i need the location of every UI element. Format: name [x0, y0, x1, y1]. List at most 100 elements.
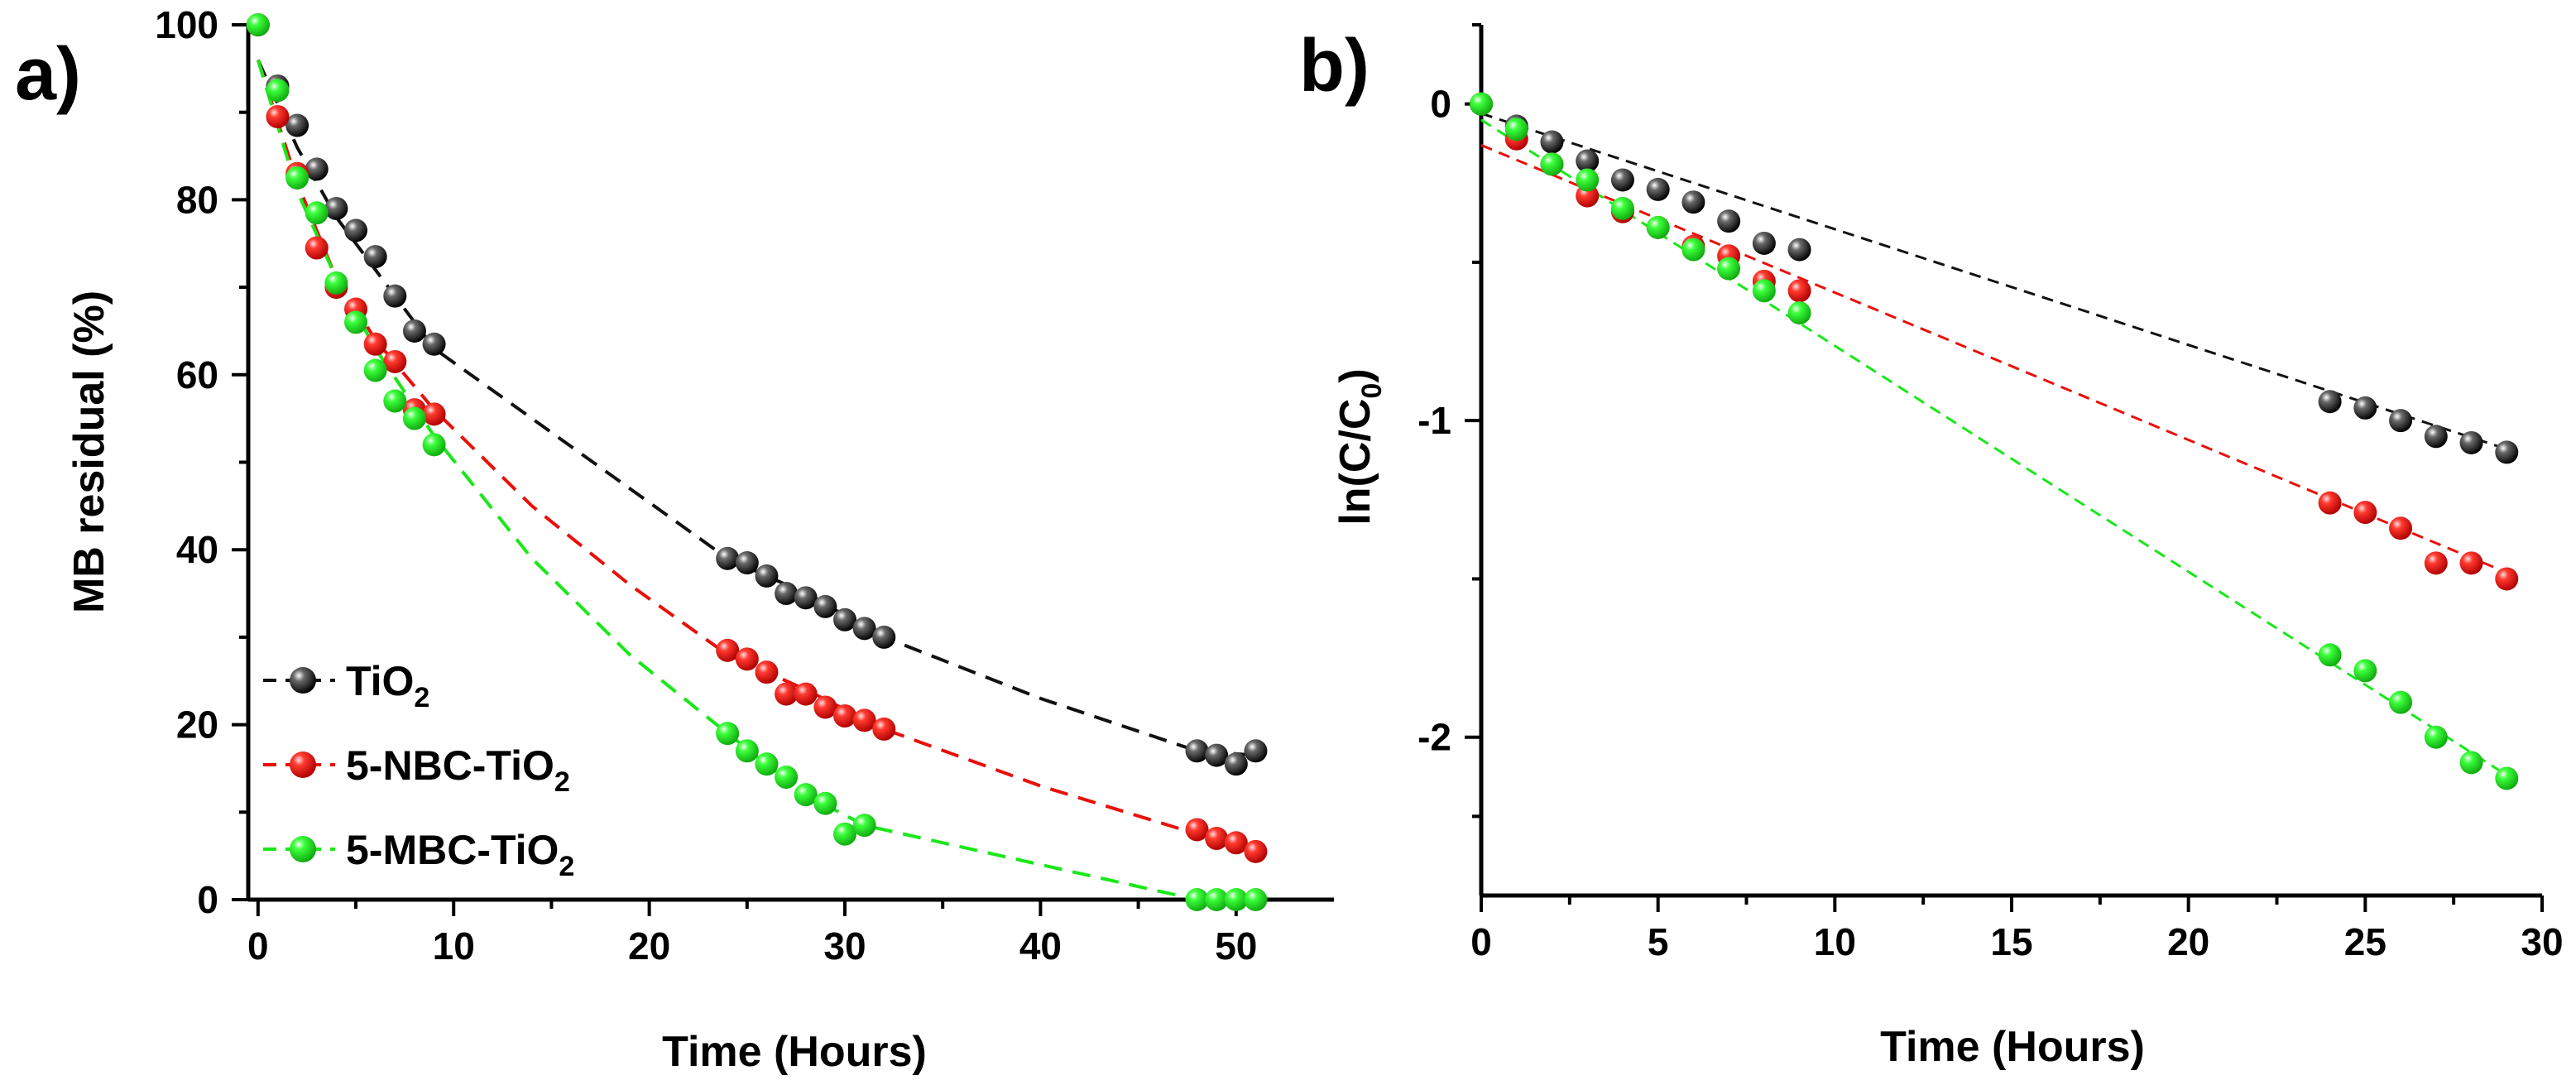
point-5-mbc-tio2 [775, 766, 799, 790]
point-tio2 [1224, 752, 1248, 776]
point-5-nbc-tio2 [1205, 827, 1229, 851]
point-5-nbc-tio2 [2389, 516, 2413, 540]
point-tio2 [1752, 231, 1776, 255]
point-5-nbc-tio2 [1787, 279, 1811, 303]
point-5-mbc-tio2 [1504, 118, 1528, 142]
point-tio2 [402, 319, 426, 343]
point-tio2 [1717, 209, 1741, 233]
point-tio2 [1576, 149, 1600, 173]
panel-a-ylabel: MB residual (%) [65, 291, 113, 613]
legend-marker-5-mbc-tio2 [290, 836, 316, 862]
panel-b-label: b) [1299, 25, 1370, 108]
legend-entry-tio2: TiO2 [263, 658, 429, 713]
point-5-mbc-tio2 [1576, 168, 1600, 192]
point-tio2 [324, 196, 348, 220]
panel-a-xlabel: Time (Hours) [662, 1028, 927, 1076]
x-tick-label: 50 [1215, 924, 1257, 968]
point-tio2 [716, 546, 740, 570]
point-5-mbc-tio2 [1717, 257, 1741, 281]
point-5-mbc-tio2 [852, 814, 876, 838]
point-5-mbc-tio2 [402, 406, 426, 430]
point-tio2 [383, 284, 407, 308]
point-5-mbc-tio2 [813, 791, 837, 815]
point-5-nbc-tio2 [813, 695, 837, 719]
fit-line-5-mbc-tio2 [1480, 118, 2508, 776]
point-5-mbc-tio2 [2353, 659, 2377, 683]
point-tio2 [2459, 430, 2483, 454]
point-tio2 [363, 245, 387, 269]
point-5-nbc-tio2 [363, 332, 387, 356]
point-5-mbc-tio2 [2424, 725, 2448, 749]
point-5-mbc-tio2 [1244, 888, 1268, 911]
point-tio2 [1646, 177, 1670, 201]
legend-marker-tio2 [290, 667, 316, 694]
point-5-nbc-tio2 [1244, 839, 1268, 863]
y-tick-label: 40 [176, 528, 218, 571]
point-tio2 [775, 582, 799, 606]
point-5-mbc-tio2 [1540, 152, 1564, 176]
x-tick-label: 30 [2521, 920, 2563, 963]
point-5-mbc-tio2 [1752, 279, 1776, 303]
panel-a-label: a) [15, 33, 81, 116]
point-5-nbc-tio2 [716, 638, 740, 662]
legend-label-tio2: TiO2 [346, 658, 429, 713]
point-5-mbc-tio2 [1205, 888, 1229, 911]
fit-line-tio2 [1480, 112, 2507, 451]
y-tick-label: 60 [176, 353, 218, 396]
point-5-nbc-tio2 [305, 236, 329, 260]
point-tio2 [852, 617, 876, 641]
point-5-nbc-tio2 [735, 647, 759, 671]
point-tio2 [1681, 190, 1705, 214]
x-tick-label: 40 [1019, 924, 1062, 968]
point-5-nbc-tio2 [1576, 184, 1600, 208]
point-tio2 [1610, 168, 1634, 192]
point-tio2 [2495, 440, 2519, 464]
y-tick-label: -1 [1418, 399, 1451, 442]
point-5-mbc-tio2 [246, 13, 270, 36]
point-tio2 [833, 607, 857, 631]
panel-a: a) Time (Hours) MB residual (%) 0 10 20 30 4… [15, 3, 1334, 1076]
fit-line-5-nbc-tio2 [1480, 144, 2507, 574]
panel-b-plot: 0 5 10 15 20 25 30 -2 -1 0 [1418, 23, 2564, 963]
point-5-mbc-tio2 [735, 739, 759, 763]
point-tio2 [1205, 743, 1229, 767]
point-5-mbc-tio2 [1646, 215, 1670, 239]
point-5-mbc-tio2 [1787, 301, 1811, 325]
point-5-nbc-tio2 [2318, 491, 2342, 515]
point-5-mbc-tio2 [1470, 92, 1493, 116]
point-tio2 [2353, 396, 2377, 420]
x-tick-label: 30 [823, 924, 866, 968]
point-5-nbc-tio2 [775, 682, 799, 706]
point-5-nbc-tio2 [2424, 551, 2448, 575]
point-5-nbc-tio2 [833, 704, 857, 728]
point-5-mbc-tio2 [1610, 196, 1634, 220]
point-5-nbc-tio2 [794, 682, 818, 706]
point-5-nbc-tio2 [2495, 567, 2519, 591]
point-5-nbc-tio2 [422, 402, 446, 426]
point-tio2 [794, 586, 818, 610]
point-5-nbc-tio2 [852, 708, 876, 732]
x-tick-label: 5 [1648, 920, 1669, 963]
point-tio2 [735, 551, 759, 575]
point-5-nbc-tio2 [872, 717, 896, 741]
point-tio2 [422, 332, 446, 356]
panel-b-ylabel: ln(C/C0) [1331, 368, 1388, 525]
panel-a-axis-title-x: Time (Hours) [662, 1028, 927, 1076]
point-5-mbc-tio2 [716, 722, 740, 746]
point-5-mbc-tio2 [363, 358, 387, 382]
point-tio2 [1540, 130, 1564, 154]
x-tick-label: 0 [1470, 920, 1492, 963]
point-tio2 [2389, 409, 2413, 433]
point-5-mbc-tio2 [755, 752, 779, 776]
point-5-mbc-tio2 [833, 822, 857, 846]
point-5-mbc-tio2 [383, 389, 407, 413]
point-5-mbc-tio2 [2495, 766, 2519, 790]
point-tio2 [344, 218, 368, 242]
point-5-mbc-tio2 [422, 433, 446, 457]
point-tio2 [2318, 390, 2342, 414]
legend-entry-5-mbc-tio2: 5-MBC-TiO2 [263, 827, 574, 882]
fit-line-5-nbc-tio2 [256, 59, 1256, 849]
point-5-mbc-tio2 [1224, 888, 1248, 911]
point-tio2 [305, 157, 329, 181]
point-tio2 [2424, 425, 2448, 449]
